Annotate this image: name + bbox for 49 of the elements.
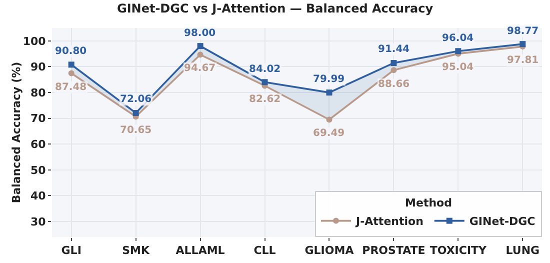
legend-label: J-Attention (355, 215, 424, 228)
data-label: 87.48 (55, 82, 87, 93)
point (326, 116, 332, 123)
y-tick-label: 50 (30, 164, 46, 177)
data-label: 90.80 (55, 46, 87, 57)
data-label: 95.04 (442, 62, 474, 73)
x-tick-label: GLIOMA (304, 244, 354, 258)
data-label: 79.99 (313, 74, 345, 85)
data-label: 97.81 (507, 55, 539, 66)
y-tick-label: 100 (22, 34, 46, 48)
y-tick-label: 70 (30, 112, 46, 126)
x-tick-label: SMK (122, 244, 150, 258)
x-tick-label: GLI (61, 244, 82, 258)
point (68, 62, 74, 68)
x-tick-label: ALLAML (176, 244, 225, 258)
x-tick-label: PROSTATE (362, 244, 426, 258)
point (390, 67, 397, 74)
data-label: 98.00 (184, 28, 216, 39)
point (197, 52, 204, 58)
chart-title: GINet-DGC vs J-Attention — Balanced Accuracy (116, 1, 434, 16)
data-label: 94.67 (184, 63, 216, 74)
data-label: 96.04 (442, 33, 474, 44)
data-label: 72.06 (120, 94, 152, 105)
point (326, 90, 332, 96)
data-label: 98.77 (507, 26, 539, 37)
data-label: 91.44 (378, 44, 410, 55)
data-label: 69.49 (313, 128, 345, 139)
x-tick-label: LUNG (506, 244, 540, 258)
point (262, 79, 268, 86)
y-tick-label: 90 (30, 60, 46, 74)
y-axis-title: Balanced Accuracy (%) (10, 62, 23, 204)
data-label: 82.62 (249, 94, 281, 105)
data-label: 88.66 (378, 79, 410, 90)
y-tick-label: 30 (30, 215, 46, 228)
data-label: 70.65 (120, 125, 152, 136)
x-tick-label: CLL (254, 244, 276, 258)
data-label: 84.02 (249, 64, 281, 75)
point (197, 43, 204, 50)
y-tick-label: 80 (30, 86, 46, 100)
y-tick-label: 40 (30, 190, 46, 203)
y-tick-label: 60 (30, 138, 46, 151)
point (68, 70, 74, 76)
point (132, 110, 139, 116)
point (520, 41, 526, 48)
point (455, 48, 462, 54)
x-tick-label: TOXICITY (430, 244, 488, 258)
legend-title: Method (405, 196, 452, 210)
point (390, 60, 397, 66)
legend-label: GINet-DGC (469, 215, 536, 228)
